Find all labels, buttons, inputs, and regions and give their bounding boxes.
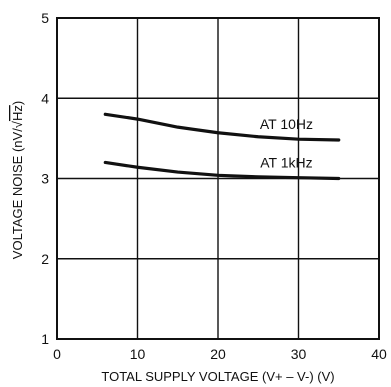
y-axis-title-prefix: VOLTAGE NOISE (nV/: [10, 128, 25, 259]
y-tick-label: 3: [41, 171, 49, 187]
plot-frame: [56, 17, 380, 340]
y-axis-title: VOLTAGE NOISE (nV/√Hz): [10, 101, 25, 259]
series-line-1khz: [103, 160, 341, 181]
x-tick-label: 0: [53, 346, 61, 362]
y-axis-title-radical-sign: √: [10, 120, 25, 128]
y-tick-label: 5: [41, 10, 49, 26]
x-tick-label: 10: [130, 346, 146, 362]
x-tick-label: 20: [210, 346, 226, 362]
x-tick-label: 30: [291, 346, 307, 362]
series-label: AT 10Hz: [260, 116, 313, 132]
y-axis-title-suffix: ): [10, 101, 25, 105]
x-axis-title: TOTAL SUPPLY VOLTAGE (V+ – V-) (V): [101, 369, 334, 384]
y-tick-label: 4: [41, 90, 49, 106]
series-line-10hz: [103, 112, 341, 142]
x-tick-label: 40: [371, 346, 387, 362]
y-tick-label: 1: [41, 331, 49, 347]
y-tick-label: 2: [41, 251, 49, 267]
series-lines: AT 10Hz AT 1kHz: [103, 112, 341, 181]
tick-labels: 0 10 20 30 40 1 2 3 4 5: [41, 10, 387, 362]
series-label: AT 1kHz: [260, 155, 312, 171]
y-axis-title-radicand: Hz: [10, 105, 25, 121]
